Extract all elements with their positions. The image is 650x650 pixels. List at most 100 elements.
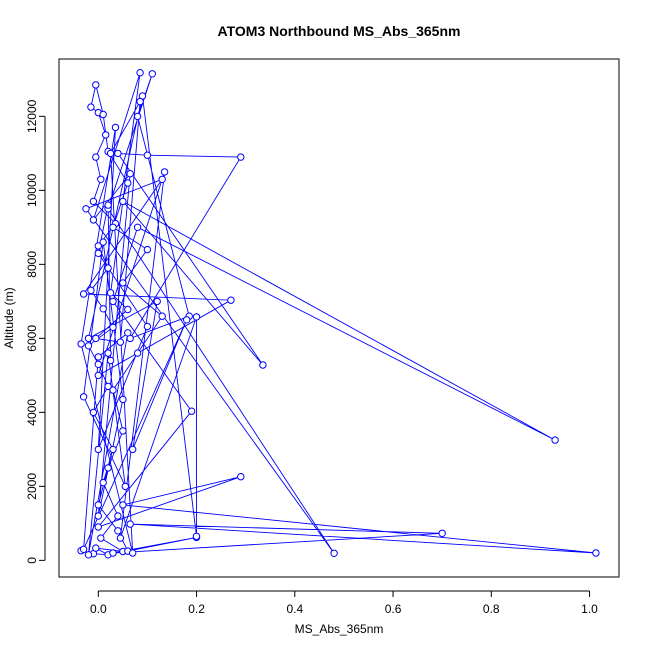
data-point <box>133 223 142 232</box>
data-point <box>109 445 117 454</box>
data-point <box>114 527 122 535</box>
data-point <box>116 534 125 542</box>
data-point <box>153 297 161 306</box>
data-point <box>87 103 95 111</box>
data-point <box>136 97 144 106</box>
data-point <box>124 329 132 337</box>
data-point <box>227 296 235 304</box>
data-point <box>438 529 446 537</box>
data-point <box>94 371 103 380</box>
data-point <box>99 110 107 119</box>
data-point <box>109 549 117 557</box>
y-tick-label: 4000 <box>25 399 39 426</box>
data-point <box>94 512 103 520</box>
y-tick-label: 2000 <box>25 473 39 500</box>
data-point <box>143 322 152 331</box>
data-point <box>84 342 93 350</box>
data-point <box>119 279 127 287</box>
data-point <box>111 123 120 132</box>
y-tick-label: 10000 <box>25 173 39 207</box>
data-point <box>106 356 115 365</box>
data-point <box>109 223 117 232</box>
data-point <box>104 201 112 209</box>
data-point <box>94 249 103 258</box>
data-point <box>77 340 85 348</box>
data-point <box>592 549 600 557</box>
data-point <box>99 305 107 313</box>
data-point <box>82 205 90 213</box>
data-point <box>158 175 166 184</box>
data-point <box>119 427 127 435</box>
x-axis: 0.0 0.2 0.4 0.6 0.8 1.0 <box>90 590 598 616</box>
data-point <box>259 361 267 369</box>
x-tick-label: 0.0 <box>90 602 107 616</box>
data-point <box>92 334 100 343</box>
data-point <box>89 216 98 224</box>
data-point <box>114 149 122 158</box>
y-axis-label: Altitude (m) <box>2 287 16 348</box>
data-point <box>192 532 201 540</box>
series-layer <box>77 69 600 559</box>
data-point <box>104 264 112 272</box>
x-axis-label: MS_Abs_365nm <box>295 622 384 636</box>
data-point <box>192 313 201 321</box>
data-point <box>116 338 125 346</box>
data-point <box>94 353 103 361</box>
chart-title: ATOM3 Northbound MS_Abs_365nm <box>218 23 461 39</box>
data-point <box>133 349 142 357</box>
data-point <box>79 290 88 298</box>
x-tick-label: 0.6 <box>385 602 402 616</box>
y-tick-label: 0 <box>25 557 39 564</box>
data-point <box>106 149 115 158</box>
x-tick-label: 0.4 <box>286 602 303 616</box>
data-point <box>104 382 112 391</box>
data-point <box>237 473 245 481</box>
data-point <box>148 70 157 78</box>
data-point <box>94 523 103 531</box>
data-point <box>143 151 152 159</box>
y-tick-label: 8000 <box>25 251 39 278</box>
data-point <box>102 131 110 139</box>
data-point <box>109 323 117 331</box>
data-point <box>104 349 112 357</box>
data-point <box>129 549 137 557</box>
data-point <box>97 175 105 184</box>
data-point <box>79 545 88 553</box>
data-point <box>237 153 245 161</box>
y-axis: 0 2000 4000 6000 8000 10000 12000 <box>25 99 46 564</box>
data-point <box>92 544 100 552</box>
data-point <box>79 393 88 401</box>
data-point <box>94 445 103 454</box>
data-point <box>160 168 169 176</box>
data-point <box>183 316 191 324</box>
data-point <box>551 436 559 444</box>
data-point <box>126 520 134 528</box>
data-point <box>106 289 115 297</box>
data-point <box>136 69 144 77</box>
data-point <box>133 112 142 121</box>
data-point <box>94 501 103 509</box>
data-point <box>99 238 107 246</box>
data-point <box>97 534 105 542</box>
data-point <box>187 407 196 415</box>
data-point <box>87 286 95 294</box>
data-point <box>99 478 107 487</box>
x-tick-label: 0.2 <box>188 602 205 616</box>
data-point <box>104 464 112 472</box>
data-point <box>109 297 117 306</box>
plot-frame <box>58 58 620 578</box>
data-point <box>129 445 137 454</box>
data-point <box>119 501 127 509</box>
data-point <box>94 242 103 250</box>
x-tick-label: 0.8 <box>483 602 500 616</box>
data-point <box>114 512 122 520</box>
data-point <box>84 334 93 343</box>
data-point <box>143 245 152 254</box>
data-point <box>109 386 117 394</box>
data-point <box>89 408 98 417</box>
data-point <box>126 170 134 178</box>
x-tick-label: 1.0 <box>581 602 598 616</box>
y-tick-label: 12000 <box>25 99 39 133</box>
